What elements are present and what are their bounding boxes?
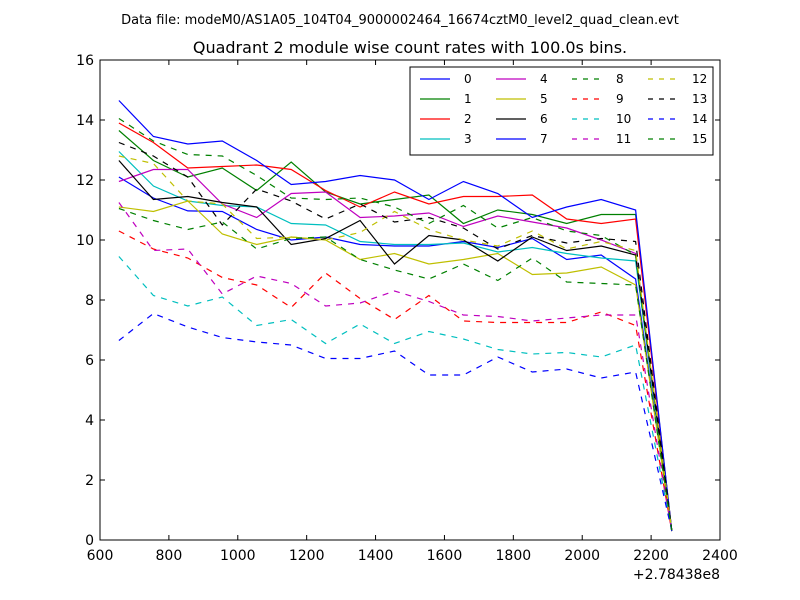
y-tick-label: 8 (85, 293, 94, 309)
legend-label-12: 12 (692, 72, 707, 86)
series-line-0 (118, 176, 673, 532)
legend-label-11: 11 (616, 132, 631, 146)
y-tick-label: 2 (85, 473, 94, 489)
series-line-5 (118, 200, 673, 532)
legend-label-0: 0 (464, 72, 472, 86)
x-tick-label: 1800 (496, 548, 532, 564)
legend-label-2: 2 (464, 112, 472, 126)
series-line-6 (118, 160, 673, 532)
tick-layer: 600 800 1000 1200 1400 1600 1800 2000 2200 2400 0 2… (76, 53, 738, 564)
x-tick-label: 2400 (702, 548, 738, 564)
suptitle: Data file: modeM0/AS1A05_104T04_90000024… (121, 13, 679, 28)
legend-label-14: 14 (692, 112, 707, 126)
x-tick-label: 1000 (220, 548, 256, 564)
legend-label-13: 13 (692, 92, 707, 106)
series-line-12 (118, 155, 673, 532)
x-offset-label: +2.78438e8 (633, 567, 720, 583)
legend-label-5: 5 (540, 92, 548, 106)
legend-label-15: 15 (692, 132, 707, 146)
x-tick-label: 1400 (358, 548, 394, 564)
legend-label-3: 3 (464, 132, 472, 146)
chart-title: Quadrant 2 module wise count rates with … (193, 38, 627, 57)
series-line-15 (118, 207, 673, 532)
series-line-14 (118, 312, 673, 532)
legend-box (409, 66, 714, 156)
x-tick-label: 1200 (289, 548, 325, 564)
series-line-9 (118, 230, 673, 532)
series-line-13 (118, 141, 673, 532)
series-line-10 (118, 256, 673, 532)
x-tick-label: 1600 (427, 548, 463, 564)
legend-label-6: 6 (540, 112, 548, 126)
x-tick-label: 2000 (564, 548, 600, 564)
series-line-4 (118, 168, 673, 532)
y-tick-label: 10 (76, 233, 94, 249)
y-tick-label: 16 (76, 53, 94, 69)
y-tick-label: 6 (85, 353, 94, 369)
x-tick-label: 600 (87, 548, 114, 564)
legend-label-7: 7 (540, 132, 548, 146)
series-line-8 (118, 117, 673, 532)
legend-label-10: 10 (616, 112, 631, 126)
legend-label-4: 4 (540, 72, 548, 86)
y-tick-label: 14 (76, 113, 94, 129)
y-tick-label: 4 (85, 413, 94, 429)
series-line-7 (118, 100, 673, 532)
y-tick-label: 0 (85, 533, 94, 549)
legend-label-1: 1 (464, 92, 472, 106)
series-line-11 (118, 202, 673, 532)
legend-label-8: 8 (616, 72, 624, 86)
x-tick-label: 2200 (633, 548, 669, 564)
series-line-2 (118, 122, 673, 532)
series-line-3 (118, 151, 673, 532)
x-tick-label: 800 (156, 548, 183, 564)
legend-label-9: 9 (616, 92, 624, 106)
y-tick-label: 12 (76, 173, 94, 189)
series-layer (118, 100, 673, 532)
